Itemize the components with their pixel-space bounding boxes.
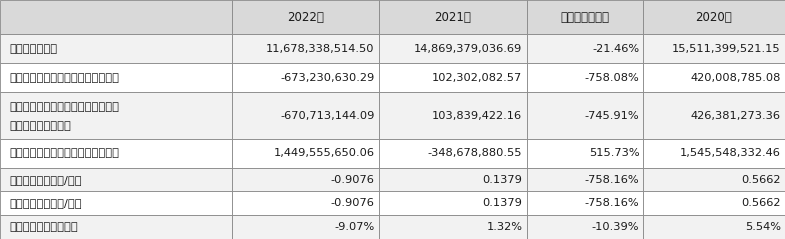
Bar <box>0 92 232 139</box>
Bar <box>527 92 643 139</box>
Bar <box>527 63 643 92</box>
Text: 0.5662: 0.5662 <box>741 198 781 208</box>
Text: 426,381,273.36: 426,381,273.36 <box>691 111 781 120</box>
Bar <box>232 63 379 92</box>
Text: 5.54%: 5.54% <box>745 222 781 232</box>
Bar <box>527 215 643 239</box>
Text: -9.07%: -9.07% <box>334 222 374 232</box>
Bar <box>643 34 785 63</box>
Bar <box>232 139 379 168</box>
Text: -673,230,630.29: -673,230,630.29 <box>280 73 374 83</box>
Bar <box>379 168 527 191</box>
Bar <box>0 215 232 239</box>
Text: 归属于上市公司股东的净利润（元）: 归属于上市公司股东的净利润（元） <box>9 73 119 83</box>
Text: -0.9076: -0.9076 <box>330 198 374 208</box>
Text: 420,008,785.08: 420,008,785.08 <box>690 73 781 83</box>
Text: -670,713,144.09: -670,713,144.09 <box>280 111 374 120</box>
Bar <box>0 191 232 215</box>
Text: 加权平均净资产收益率: 加权平均净资产收益率 <box>9 222 78 232</box>
Text: 基本每股收益（元/股）: 基本每股收益（元/股） <box>9 174 82 185</box>
Bar <box>643 168 785 191</box>
Text: 营业收入（元）: 营业收入（元） <box>9 44 57 54</box>
Text: -758.08%: -758.08% <box>585 73 640 83</box>
Bar <box>643 92 785 139</box>
Bar <box>379 0 527 34</box>
Text: 经营活动产生的现金流量净额（元）: 经营活动产生的现金流量净额（元） <box>9 148 119 158</box>
Bar <box>527 168 643 191</box>
Bar <box>527 0 643 34</box>
Bar <box>643 0 785 34</box>
Text: 14,869,379,036.69: 14,869,379,036.69 <box>414 44 522 54</box>
Text: 103,839,422.16: 103,839,422.16 <box>433 111 522 120</box>
Text: 11,678,338,514.50: 11,678,338,514.50 <box>266 44 374 54</box>
Text: 归属于上市公司股东的扣除非经常性: 归属于上市公司股东的扣除非经常性 <box>9 102 119 112</box>
Text: 本年比上年增减: 本年比上年增减 <box>560 11 609 24</box>
Text: 2022年: 2022年 <box>287 11 323 24</box>
Text: -10.39%: -10.39% <box>592 222 640 232</box>
Bar <box>643 139 785 168</box>
Text: 0.1379: 0.1379 <box>483 198 522 208</box>
Bar <box>232 34 379 63</box>
Bar <box>379 215 527 239</box>
Bar <box>232 0 379 34</box>
Bar <box>0 63 232 92</box>
Bar <box>643 63 785 92</box>
Bar <box>379 63 527 92</box>
Bar <box>232 215 379 239</box>
Text: 2021年: 2021年 <box>435 11 471 24</box>
Bar <box>232 191 379 215</box>
Text: -758.16%: -758.16% <box>585 174 640 185</box>
Bar <box>379 92 527 139</box>
Bar <box>379 191 527 215</box>
Bar <box>527 34 643 63</box>
Text: 2020年: 2020年 <box>696 11 732 24</box>
Bar <box>643 215 785 239</box>
Bar <box>527 191 643 215</box>
Bar <box>0 139 232 168</box>
Text: 15,511,399,521.15: 15,511,399,521.15 <box>672 44 781 54</box>
Bar <box>379 139 527 168</box>
Text: 稀释每股收益（元/股）: 稀释每股收益（元/股） <box>9 198 82 208</box>
Text: -0.9076: -0.9076 <box>330 174 374 185</box>
Text: 102,302,082.57: 102,302,082.57 <box>432 73 522 83</box>
Bar <box>232 168 379 191</box>
Text: 损益的净利润（元）: 损益的净利润（元） <box>9 121 71 131</box>
Bar <box>527 139 643 168</box>
Text: 1.32%: 1.32% <box>487 222 522 232</box>
Text: -758.16%: -758.16% <box>585 198 640 208</box>
Text: 1,449,555,650.06: 1,449,555,650.06 <box>274 148 374 158</box>
Text: 0.1379: 0.1379 <box>483 174 522 185</box>
Text: -348,678,880.55: -348,678,880.55 <box>428 148 522 158</box>
Bar <box>232 92 379 139</box>
Bar <box>0 168 232 191</box>
Text: 1,545,548,332.46: 1,545,548,332.46 <box>680 148 781 158</box>
Text: -21.46%: -21.46% <box>593 44 640 54</box>
Bar <box>379 34 527 63</box>
Text: -745.91%: -745.91% <box>585 111 640 120</box>
Bar <box>0 34 232 63</box>
Bar <box>0 0 232 34</box>
Bar <box>643 191 785 215</box>
Text: 515.73%: 515.73% <box>589 148 640 158</box>
Text: 0.5662: 0.5662 <box>741 174 781 185</box>
